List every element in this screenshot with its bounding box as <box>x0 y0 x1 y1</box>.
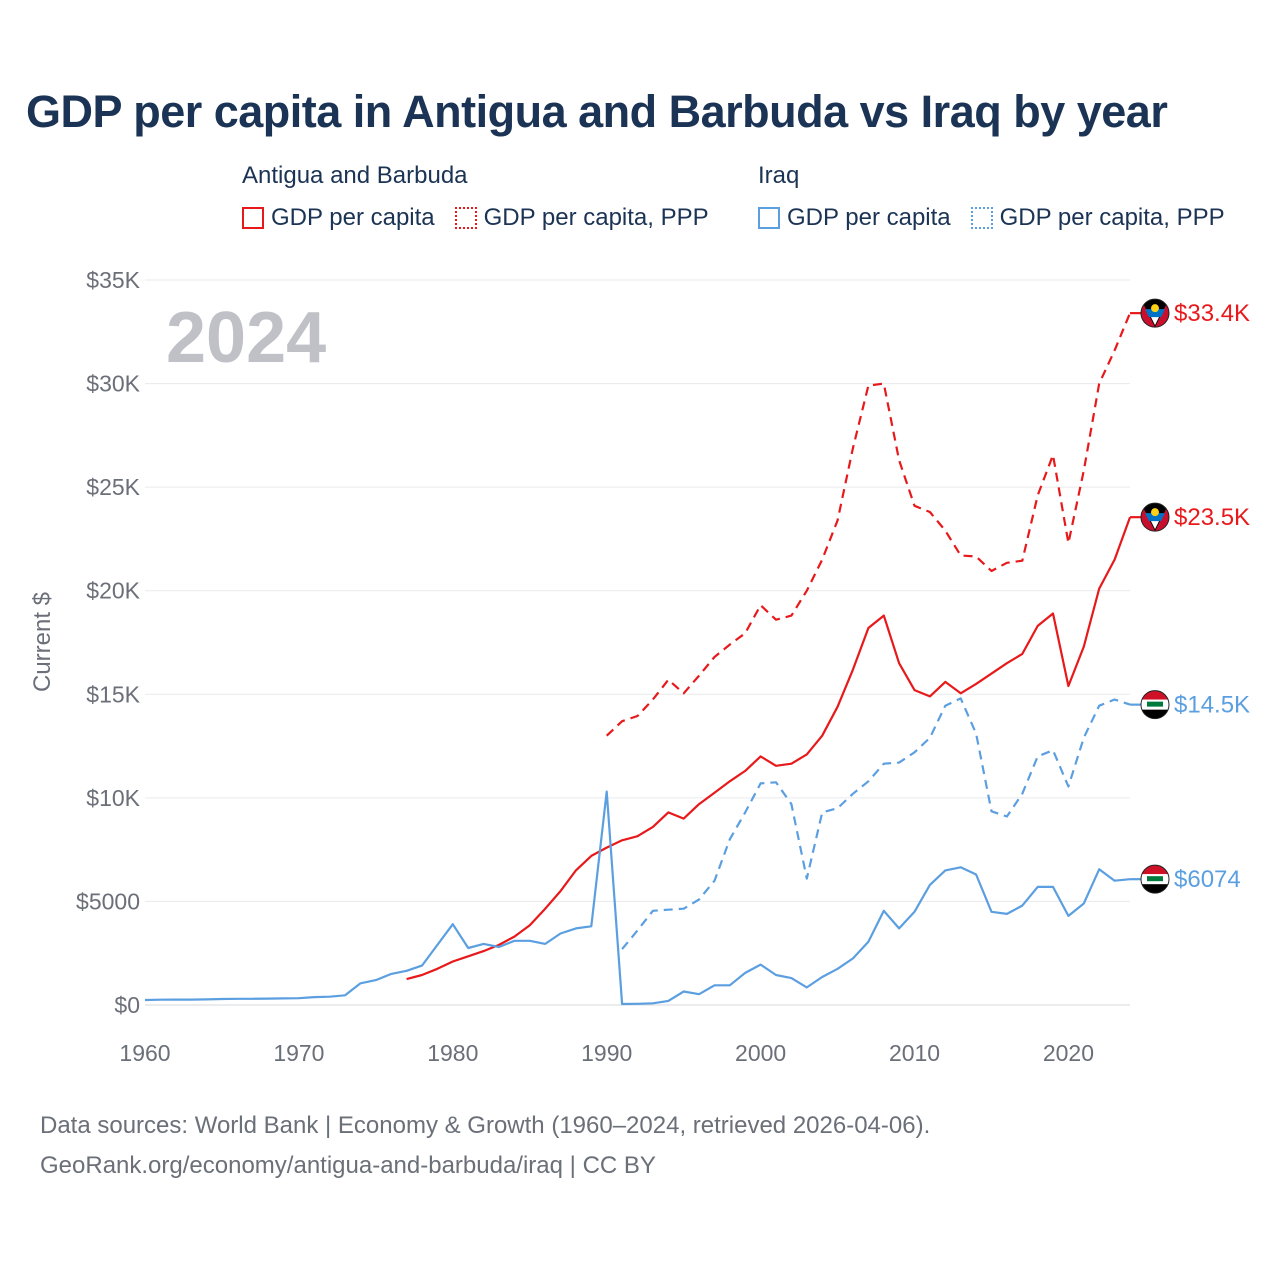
legend-item-label: GDP per capita, PPP <box>999 204 1225 231</box>
y-tick-label: $15K <box>86 681 140 707</box>
x-axis: 1960 1970 1980 1990 2000 2010 2020 <box>119 1040 1094 1066</box>
legend-item-iraq-gdp[interactable]: GDP per capita <box>758 204 951 232</box>
series-line[interactable] <box>621 697 1131 950</box>
end-labels: $23.5K $33.4K $6074 $14.5K <box>1130 298 1250 894</box>
legend-group-antigua: Antigua and Barbuda GDP per capita GDP p… <box>242 162 709 232</box>
x-tick-label: 1990 <box>581 1040 632 1066</box>
x-tick-label: 2020 <box>1043 1040 1094 1066</box>
line-chart: 2024 $0 $5000 $10K $15K $20K $25K $30K $35K 196… <box>29 267 1250 1066</box>
y-tick-label: $20K <box>86 578 140 604</box>
iraq-flag-icon <box>1140 864 1170 894</box>
legend-swatch-dotted-blue <box>970 207 993 229</box>
y-tick-label: $25K <box>86 474 140 500</box>
legend-swatch-solid-blue <box>758 207 780 229</box>
y-axis: $0 $5000 $10K $15K $20K $25K $30K $35K <box>76 267 141 1018</box>
series-end-label: $14.5K <box>1174 692 1250 719</box>
legend-group-title: Antigua and Barbuda <box>242 162 468 189</box>
legend-swatch-solid-red <box>242 207 264 229</box>
series-end-label: $33.4K <box>1174 300 1250 327</box>
antigua-flag-icon <box>1140 298 1170 328</box>
legend-item-label: GDP per capita <box>271 204 435 231</box>
y-tick-label: $5000 <box>76 888 140 914</box>
x-tick-label: 1970 <box>273 1040 324 1066</box>
legend-item-antigua-gdp[interactable]: GDP per capita <box>242 204 435 232</box>
data-source-note: Data sources: World Bank | Economy & Gro… <box>40 1106 930 1186</box>
series-layer <box>144 312 1132 1006</box>
y-tick-label: $35K <box>86 267 140 293</box>
series-end-label: $6074 <box>1174 866 1241 893</box>
series-end-label: $23.5K <box>1174 504 1250 531</box>
iraq-flag-icon <box>1140 690 1170 720</box>
legend-item-label: GDP per capita, PPP <box>483 204 709 231</box>
x-tick-label: 1980 <box>427 1040 478 1066</box>
series-line[interactable] <box>406 516 1132 981</box>
x-tick-label: 1960 <box>119 1040 170 1066</box>
source-line-1: Data sources: World Bank | Economy & Gro… <box>40 1112 931 1139</box>
y-tick-label: $0 <box>114 992 140 1018</box>
series-line[interactable] <box>605 312 1132 737</box>
source-line-2[interactable]: GeoRank.org/economy/antigua-and-barbuda/… <box>40 1152 656 1179</box>
legend-item-label: GDP per capita <box>787 204 951 231</box>
legend-group-title: Iraq <box>758 162 800 189</box>
legend-item-antigua-gdp-ppp[interactable]: GDP per capita, PPP <box>454 204 709 232</box>
legend-item-iraq-gdp-ppp[interactable]: GDP per capita, PPP <box>970 204 1225 232</box>
grid-lines <box>145 279 1130 1006</box>
legend-swatch-dotted-red <box>454 207 477 229</box>
legend-group-iraq: Iraq GDP per capita GDP per capita, PPP <box>758 162 1225 232</box>
y-axis-title: Current $ <box>29 592 56 692</box>
chart-title: GDP per capita in Antigua and Barbuda vs… <box>26 86 1168 137</box>
series-line[interactable] <box>144 790 1131 1006</box>
y-tick-label: $10K <box>86 785 140 811</box>
year-watermark: 2024 <box>166 298 326 378</box>
y-tick-label: $30K <box>86 371 140 397</box>
x-tick-label: 2000 <box>735 1040 786 1066</box>
antigua-flag-icon <box>1140 502 1170 532</box>
x-tick-label: 2010 <box>889 1040 940 1066</box>
